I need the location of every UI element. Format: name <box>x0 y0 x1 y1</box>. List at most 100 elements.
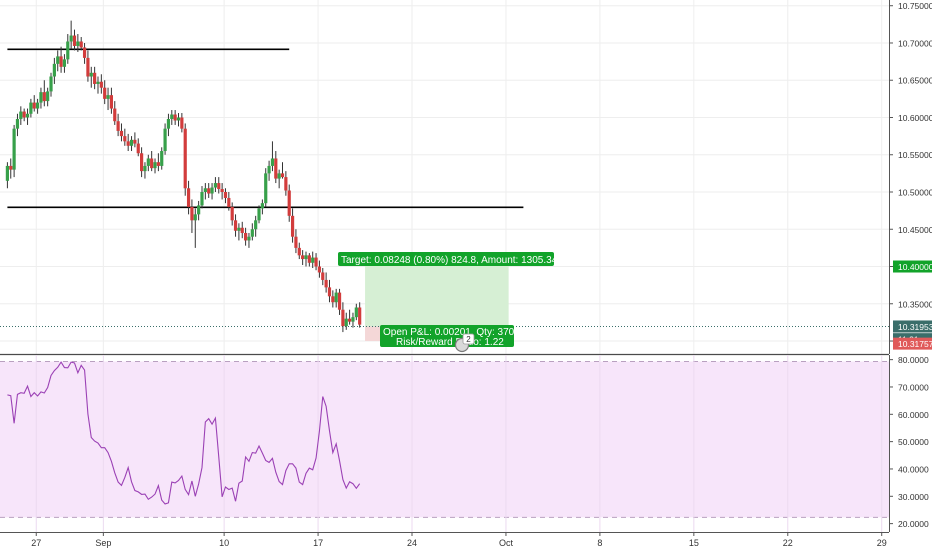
price-tick-label: 10.35000 <box>898 299 932 309</box>
time-axis[interactable]: 27 Sep 10 17 24 Oct 8 15 22 29 <box>0 532 889 548</box>
candle <box>76 34 80 52</box>
candle-body <box>287 190 291 216</box>
candle-body <box>129 139 134 146</box>
time-axis-labels: 27 Sep 10 17 24 Oct 8 15 22 29 <box>31 532 887 548</box>
candle-body <box>307 255 311 263</box>
candle-body <box>123 136 127 142</box>
time-tick-label: 10 <box>219 538 229 548</box>
candle <box>123 128 127 146</box>
horizontal-levels[interactable] <box>7 48 524 209</box>
candle <box>307 253 311 267</box>
candle <box>153 158 157 174</box>
candle <box>213 177 218 192</box>
candle <box>22 108 26 122</box>
candle-body <box>89 72 93 77</box>
candles-layer <box>5 20 362 333</box>
candle-body <box>133 139 137 144</box>
price-axis-labels: 10.75000 10.70000 10.65000 10.60000 10.55000… <box>893 1 932 350</box>
price-axis-badge-box <box>893 260 932 273</box>
price-axis[interactable]: 10.75000 10.70000 10.65000 10.60000 10.55000… <box>889 0 932 354</box>
candle <box>79 37 83 51</box>
time-tick-label: 22 <box>783 538 793 548</box>
candle-body <box>284 177 288 191</box>
candle-body <box>227 197 231 207</box>
candle <box>233 214 238 237</box>
candle <box>227 192 231 211</box>
candle-body <box>321 272 325 280</box>
candle <box>267 160 271 181</box>
candle <box>287 184 291 222</box>
candle-body <box>166 118 171 129</box>
price-tick-label: 10.60000 <box>898 113 932 123</box>
candle-body <box>250 229 254 237</box>
candle-body <box>66 41 70 60</box>
candle <box>39 87 43 109</box>
candle <box>351 312 355 328</box>
candle-body <box>230 206 234 221</box>
candle <box>52 57 56 84</box>
candle-body <box>274 158 278 179</box>
candle <box>200 186 204 209</box>
candle-body <box>301 255 305 260</box>
candle-body <box>358 307 362 325</box>
candle-body <box>29 102 33 114</box>
indicator-axis-labels: 80.0000 70.0000 60.0000 50.0000 40.0000 30.00… <box>889 355 929 529</box>
target-label: Target: 0.08248 (0.80%) 824.8, Amount: 1… <box>341 255 558 266</box>
price-tick-label: 10.55000 <box>898 150 932 160</box>
price-axis-badge-label: 10.31953 <box>898 322 932 332</box>
indicator-tick-label: 60.0000 <box>898 410 929 420</box>
candle-body <box>280 173 285 178</box>
candle <box>49 72 53 97</box>
indicator-tick-label: 50.0000 <box>898 437 929 447</box>
indicator-pane[interactable] <box>0 355 889 532</box>
candle-body <box>79 41 83 48</box>
candle <box>35 98 40 114</box>
candle-body <box>22 111 26 118</box>
candle-body <box>351 317 355 322</box>
candle <box>5 162 9 189</box>
candle-body <box>200 192 204 206</box>
candle <box>284 171 288 196</box>
candle <box>244 227 248 246</box>
candle <box>264 168 268 207</box>
time-tick-label: Sep <box>95 538 111 548</box>
candle-body <box>240 227 244 233</box>
candle <box>341 302 345 333</box>
price-tick-label: 10.75000 <box>898 1 932 11</box>
candle-body <box>163 128 167 152</box>
indicator-axis[interactable]: 80.0000 70.0000 60.0000 50.0000 40.0000 30.00… <box>889 355 929 532</box>
time-tick-label: 15 <box>689 538 699 548</box>
candle-body <box>311 257 315 263</box>
candle <box>254 215 258 237</box>
candle <box>19 106 23 125</box>
candle <box>193 208 197 248</box>
candle-body <box>173 114 177 121</box>
candle <box>257 205 261 224</box>
candle-body <box>150 158 154 169</box>
candle <box>156 153 160 172</box>
candle <box>29 98 33 118</box>
price-axis-badge: 10.31757 <box>893 337 932 350</box>
candle-body <box>156 162 160 166</box>
candle <box>136 138 140 157</box>
candle <box>72 29 77 51</box>
candle-body <box>260 203 264 209</box>
candle <box>103 80 107 105</box>
price-axis-badge-box <box>893 320 932 333</box>
time-tick-label: 29 <box>877 538 887 548</box>
candle-body <box>314 257 318 267</box>
candle-body <box>294 236 298 248</box>
price-pane[interactable]: Target: 0.08248 (0.80%) 824.8, Amount: 1… <box>0 0 889 354</box>
candle-body <box>180 117 184 129</box>
candle <box>143 162 147 179</box>
position-labels[interactable]: Target: 0.08248 (0.80%) 824.8, Amount: 1… <box>338 252 558 353</box>
candle-body <box>15 118 20 129</box>
candle <box>113 101 117 125</box>
candle <box>260 199 264 215</box>
candle <box>331 290 335 308</box>
candle <box>99 74 103 94</box>
candle-body <box>176 117 181 121</box>
candle-body <box>341 309 345 327</box>
candle-body <box>136 143 140 154</box>
